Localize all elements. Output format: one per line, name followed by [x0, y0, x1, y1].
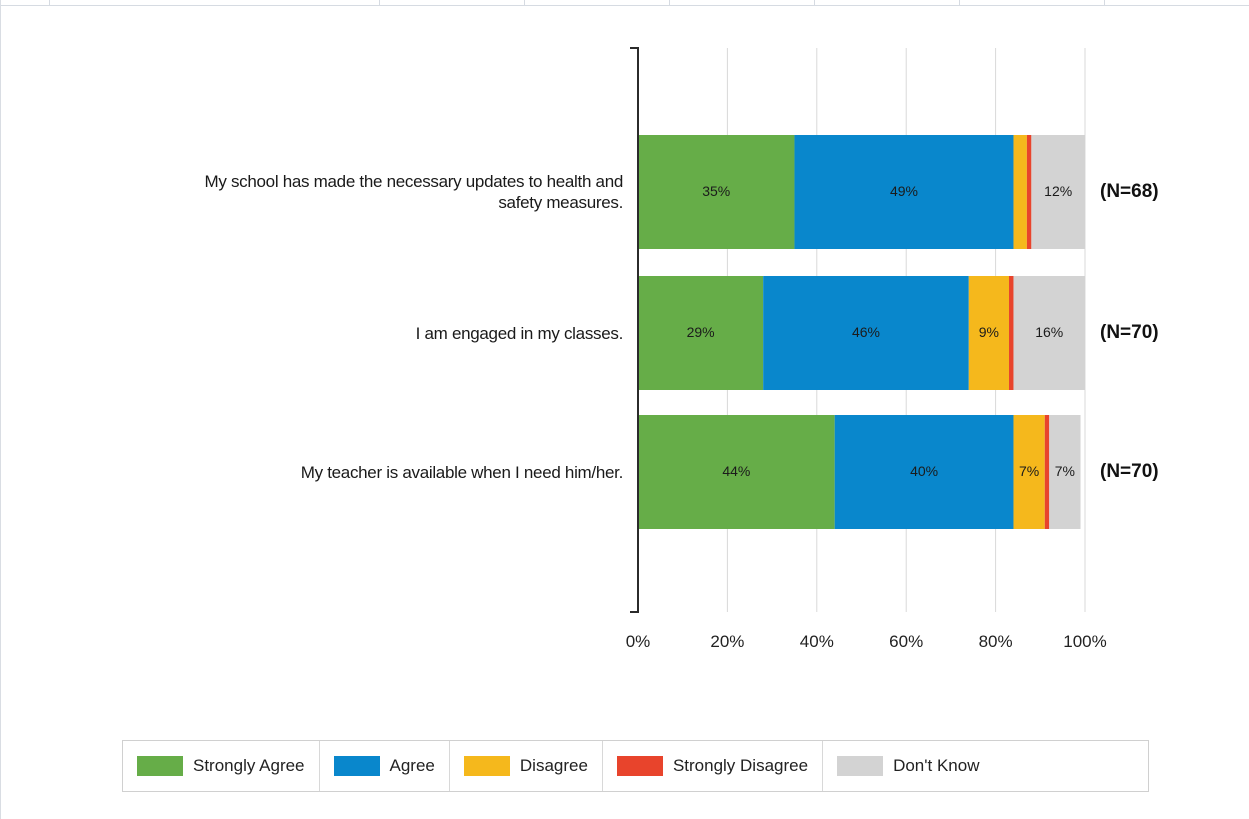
bar-segment-strongly-disagree [1009, 276, 1014, 390]
data-label: 12% [1044, 183, 1073, 199]
category-label: My school has made the necessary updates… [204, 171, 623, 213]
legend-swatch [616, 756, 663, 776]
bar-segment-don-t-know [1049, 415, 1081, 529]
legend-label: Strongly Disagree [672, 756, 809, 775]
bar-segment-agree [834, 415, 1014, 529]
legend-label: Don't Know [893, 756, 980, 775]
sample-size-label: (N=70) [1100, 461, 1159, 482]
bar-segment-disagree [1013, 415, 1045, 529]
chart-legend: Strongly Agree Agree Disagree Strongly Disa… [122, 740, 1149, 792]
bar-segment-don-t-know [1013, 276, 1085, 390]
data-label: 49% [889, 183, 918, 199]
data-label: 35% [702, 183, 731, 199]
bar-segment-strongly-agree [638, 415, 835, 529]
bar-segment-strongly-agree [638, 276, 764, 390]
legend-item: Strongly Agree [123, 741, 320, 791]
bar-segment-strongly-agree [638, 135, 795, 249]
data-label: 7% [1019, 463, 1040, 479]
category-label-line: My teacher is available when I need him/… [300, 462, 624, 482]
category-label-line: My school has made the necessary updates… [204, 172, 623, 191]
data-label: 40% [910, 463, 939, 479]
y-axis-line [630, 47, 639, 613]
legend-item: Disagree [450, 741, 603, 791]
bar-segment-strongly-disagree [1026, 135, 1032, 249]
x-tick-label: 60% [889, 632, 924, 651]
category-label-line: safety measures. [498, 193, 623, 212]
sample-size-label: (N=68) [1100, 181, 1159, 202]
bar-segment-agree [794, 135, 1014, 249]
x-tick-label: 20% [710, 632, 745, 651]
data-label: 29% [686, 324, 715, 340]
data-label: 44% [722, 463, 751, 479]
x-tick-label: 40% [799, 632, 834, 651]
data-label: 9% [978, 324, 999, 340]
bar-segment-disagree [1013, 135, 1027, 249]
legend-label: Strongly Agree [193, 756, 305, 775]
bar-segment-agree [763, 276, 969, 390]
legend-label: Disagree [519, 756, 588, 775]
data-label: 7% [1054, 463, 1075, 479]
category-label-line: I am engaged in my classes. [415, 323, 624, 343]
legend-label: Agree [389, 756, 435, 775]
sample-size-label: (N=70) [1100, 322, 1159, 343]
legend-item: Don't Know [823, 741, 993, 791]
category-label: I am engaged in my classes. [415, 323, 624, 344]
bar-segment-don-t-know [1031, 135, 1085, 249]
legend-item: Agree [320, 741, 450, 791]
x-tick-label: 0% [625, 632, 651, 651]
bar-segment-disagree [968, 276, 1010, 390]
legend-swatch [463, 756, 510, 776]
data-label: 16% [1035, 324, 1064, 340]
category-label: My teacher is available when I need him/… [300, 462, 624, 483]
legend-swatch [333, 756, 380, 776]
bar-segment-strongly-disagree [1044, 415, 1050, 529]
data-label: 46% [851, 324, 880, 340]
legend-item: Strongly Disagree [603, 741, 824, 791]
legend-swatch [837, 756, 884, 776]
x-tick-label: 80% [978, 632, 1013, 651]
top-table-edge [1, 0, 1249, 6]
legend-swatch [137, 756, 183, 776]
x-tick-label: 100% [1063, 632, 1107, 651]
